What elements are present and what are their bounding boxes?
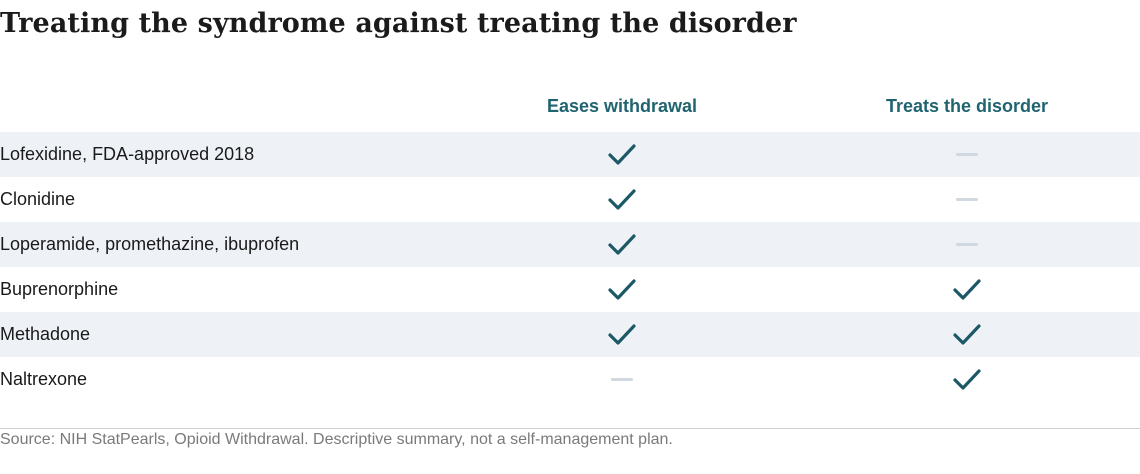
dash-icon bbox=[956, 198, 978, 201]
table-cell bbox=[937, 132, 997, 177]
check-icon bbox=[953, 323, 981, 347]
check-icon bbox=[608, 323, 636, 347]
table-cell bbox=[937, 312, 997, 357]
check-icon bbox=[608, 278, 636, 302]
row-label: Lofexidine, FDA-approved 2018 bbox=[0, 144, 255, 164]
table-cell bbox=[592, 132, 652, 177]
table-cell bbox=[937, 222, 997, 267]
row-label: Clonidine bbox=[0, 189, 76, 209]
table-cell bbox=[937, 357, 997, 402]
column-header-treats-disorder: Treats the disorder bbox=[885, 96, 1049, 116]
column-header-eases-withdrawal: Eases withdrawal bbox=[546, 96, 698, 116]
chart-title: Treating the syndrome against treating t… bbox=[0, 8, 797, 39]
table-row: Methadone bbox=[0, 312, 1140, 357]
table-row: Naltrexone bbox=[0, 357, 1140, 402]
check-icon bbox=[953, 278, 981, 302]
table-cell bbox=[592, 177, 652, 222]
check-icon bbox=[608, 188, 636, 212]
table-cell bbox=[937, 267, 997, 312]
table-cell bbox=[592, 222, 652, 267]
dash-icon bbox=[956, 243, 978, 246]
row-label: Methadone bbox=[0, 324, 91, 344]
table-cell bbox=[592, 267, 652, 312]
check-icon bbox=[608, 233, 636, 257]
row-label: Loperamide, promethazine, ibuprofen bbox=[0, 234, 300, 254]
check-icon bbox=[953, 368, 981, 392]
dash-icon bbox=[611, 378, 633, 381]
check-icon bbox=[608, 143, 636, 167]
table-cell bbox=[592, 312, 652, 357]
table-cell bbox=[937, 177, 997, 222]
row-label: Buprenorphine bbox=[0, 279, 119, 299]
table-row: Buprenorphine bbox=[0, 267, 1140, 312]
row-label: Naltrexone bbox=[0, 369, 88, 389]
comparison-table: Lofexidine, FDA-approved 2018 Clonidine Lo… bbox=[0, 132, 1140, 402]
table-row: Lofexidine, FDA-approved 2018 bbox=[0, 132, 1140, 177]
source-note: Source: NIH StatPearls, Opioid Withdrawa… bbox=[0, 431, 673, 448]
table-cell bbox=[592, 357, 652, 402]
footer-divider bbox=[0, 428, 1140, 429]
table-row: Clonidine bbox=[0, 177, 1140, 222]
dash-icon bbox=[956, 153, 978, 156]
table-row: Loperamide, promethazine, ibuprofen bbox=[0, 222, 1140, 267]
